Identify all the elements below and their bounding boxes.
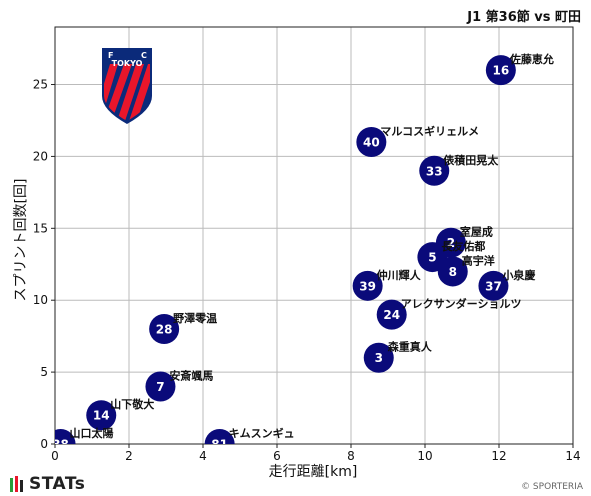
point-number: 7 — [156, 380, 164, 394]
point-marker — [55, 429, 76, 444]
point-name-label: 森重真人 — [388, 340, 433, 354]
point-marker — [352, 270, 383, 301]
point-name-label: 高宇洋 — [462, 253, 495, 267]
point-number: 14 — [93, 409, 110, 423]
point-number: 16 — [492, 64, 509, 78]
plot-frame — [54, 26, 574, 445]
x-axis-label: 走行距離[km] — [269, 463, 358, 480]
point-name-label: マルコスギリェルメ — [380, 124, 479, 138]
point-marker — [485, 55, 516, 86]
data-point: 5 長友佑都 — [417, 239, 485, 273]
y-tick-label: 15 — [33, 221, 48, 235]
point-name-label: 室屋成 — [460, 225, 493, 239]
point-number: 39 — [359, 279, 376, 293]
svg-text:F: F — [108, 51, 113, 60]
point-number: 5 — [428, 251, 436, 265]
svg-text:C: C — [141, 51, 147, 60]
point-marker — [419, 155, 450, 186]
point-number: 24 — [383, 308, 400, 322]
data-point: 7 安斎颯馬 — [145, 368, 213, 402]
y-tick-label: 25 — [33, 78, 48, 92]
stats-logo-text: STATs — [29, 474, 86, 494]
y-tick-label: 5 — [40, 365, 48, 379]
y-tick-label: 0 — [40, 437, 48, 451]
point-number: 8 — [449, 265, 457, 279]
point-marker — [86, 400, 117, 431]
x-tick-label: 12 — [491, 449, 506, 463]
point-name-label: 仲川輝人 — [377, 268, 422, 282]
chart-title: J1 第36節 vs 町田 — [467, 10, 581, 25]
data-point: 3 森重真人 — [363, 340, 433, 373]
points-clip-group: 16佐藤恵允40マルコスギリェルメ33俵積田晃太2室屋成5長友佑都8高宇洋37小… — [52, 52, 554, 452]
point-name-label: 山下敬大 — [110, 397, 154, 411]
point-marker — [145, 371, 176, 402]
point-marker — [437, 256, 468, 287]
copyright-text: © SPORTERIA — [521, 482, 583, 492]
fc-tokyo-badge: F C TOKYO — [102, 48, 152, 124]
point-number: 3 — [375, 351, 383, 365]
stats-bars-icon — [10, 476, 23, 492]
point-marker — [363, 342, 394, 373]
x-tick-label: 2 — [125, 449, 133, 463]
point-number: 28 — [156, 322, 173, 336]
point-name-label: 山口太陽 — [70, 426, 114, 440]
point-name-label: アレクサンダーショルツ — [401, 297, 522, 311]
point-marker — [149, 313, 180, 344]
point-name-label: キムスンギュ — [229, 426, 295, 440]
svg-text:TOKYO: TOKYO — [112, 59, 143, 68]
data-point: 8 高宇洋 — [437, 253, 495, 287]
point-marker — [376, 299, 407, 330]
x-tick-label: 8 — [347, 449, 355, 463]
point-marker — [478, 270, 509, 301]
y-axis-label: スプリント回数[回] — [13, 179, 29, 302]
point-number: 81 — [211, 438, 228, 452]
point-name-label: 長友佑都 — [441, 239, 485, 253]
point-name-label: 俵積田晃太 — [443, 153, 499, 167]
point-name-label: 野澤零温 — [173, 311, 217, 325]
point-number: 40 — [363, 136, 380, 150]
y-tick-label: 10 — [33, 293, 48, 307]
x-tick-label: 14 — [565, 449, 580, 463]
point-name-label: 小泉慶 — [501, 268, 535, 282]
x-tick-label: 6 — [273, 449, 281, 463]
data-points: 16佐藤恵允40マルコスギリェルメ33俵積田晃太2室屋成5長友佑都8高宇洋37小… — [52, 52, 554, 452]
x-tick-label: 10 — [417, 449, 432, 463]
y-tick-label: 20 — [33, 149, 48, 163]
point-number: 37 — [485, 279, 502, 293]
point-name-label: 佐藤恵允 — [509, 52, 554, 66]
point-marker — [204, 429, 235, 444]
point-name-label: 安斎颯馬 — [169, 368, 213, 382]
x-tick-label: 0 — [51, 449, 59, 463]
point-marker — [356, 127, 387, 158]
point-number: 2 — [447, 236, 455, 250]
stats-logo: STATs — [10, 474, 85, 494]
point-number: 33 — [426, 164, 443, 178]
x-tick-label: 4 — [199, 449, 207, 463]
point-number: 38 — [52, 438, 69, 452]
